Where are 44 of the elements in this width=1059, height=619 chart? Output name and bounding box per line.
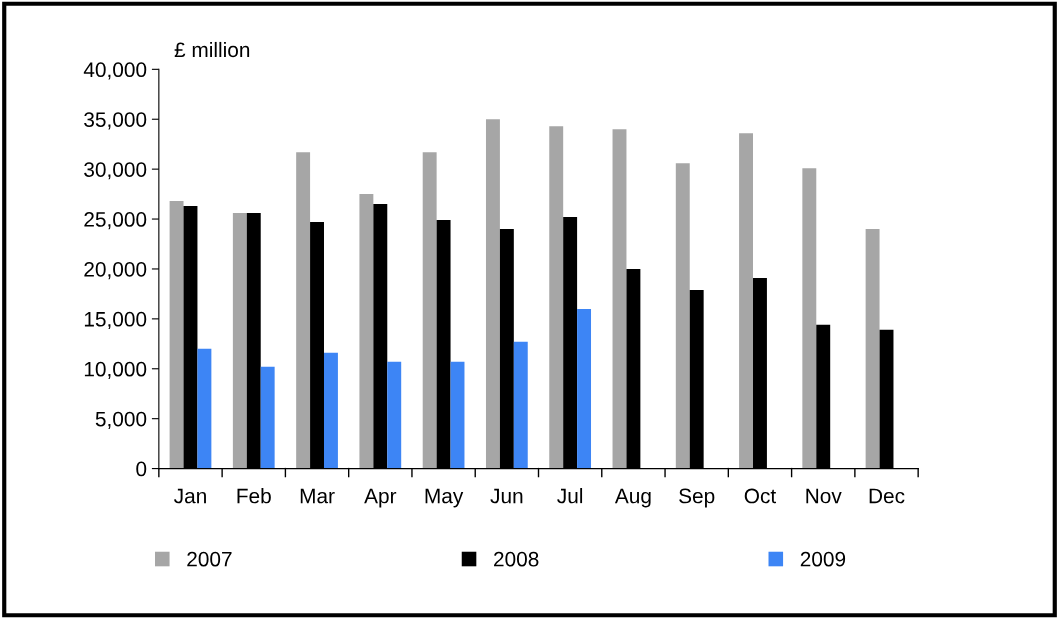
bar [450,361,465,469]
y-tick-label: 25,000 [84,212,147,230]
x-tick-label: Jun [490,488,523,504]
legend-label: 2008 [494,551,539,567]
bar [675,163,690,469]
bar [513,341,528,469]
bar [739,133,753,469]
bar [197,348,212,469]
y-tick-label: 0 [136,461,147,477]
y-tick-label: 5,000 [95,411,147,429]
bar [865,229,880,469]
y-tick-label: 30,000 [84,162,147,180]
bar [802,168,817,469]
bar [169,201,184,469]
x-tick-label: Dec [869,488,905,504]
bar [387,361,402,469]
bar [296,152,311,469]
x-tick-label: Aug [614,488,651,508]
legend-label: 2009 [800,551,846,567]
bar [324,352,338,469]
bar [359,194,374,469]
y-axis-title: £ million [174,41,250,58]
bar [422,152,437,469]
bar [232,213,247,469]
x-tick-label: Jul [557,488,583,504]
x-tick-label: Sep [679,488,715,508]
bar [485,119,500,469]
y-tick-label: 40,000 [83,62,147,80]
y-tick-label: 10,000 [84,361,147,379]
legend-label: 2007 [187,551,232,567]
x-tick-label: Jan [174,488,206,504]
x-tick-label: May [425,488,464,508]
bar [549,126,564,469]
y-tick-label: 15,000 [84,311,147,330]
x-tick-label: Apr [364,488,397,508]
x-tick-label: Oct [744,488,777,504]
x-tick-label: Mar [300,488,335,504]
bar [577,308,592,469]
x-tick-label: Nov [806,488,842,504]
bar [612,129,627,469]
y-tick-label: 35,000 [84,112,147,130]
x-tick-label: Feb [237,488,271,504]
bar [260,366,275,469]
y-tick-label: 20,000 [84,261,147,280]
